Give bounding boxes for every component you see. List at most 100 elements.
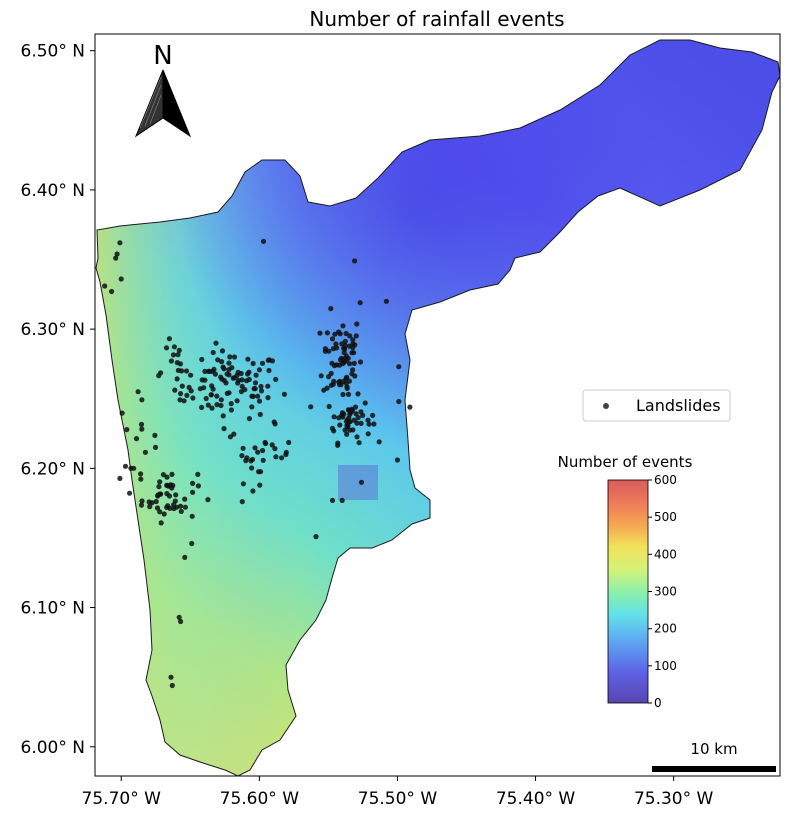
- landslide-point: [345, 391, 352, 397]
- landslide-point: [214, 402, 220, 408]
- landslide-point: [252, 386, 258, 392]
- landslide-point: [351, 360, 357, 366]
- landslide-point: [337, 331, 343, 337]
- landslide-point: [255, 449, 261, 455]
- landslide-point: [352, 404, 359, 410]
- landslide-point: [119, 410, 125, 416]
- landslide-point: [201, 385, 207, 391]
- landslide-point: [219, 348, 226, 354]
- landslide-point: [172, 387, 178, 393]
- scale-bar-label: 10 km: [690, 740, 737, 758]
- landslide-point: [358, 479, 365, 485]
- y-tick-label: 6.00° N: [21, 738, 85, 758]
- landslide-point: [328, 382, 334, 388]
- landslide-point: [169, 471, 175, 477]
- landslide-point: [190, 489, 196, 495]
- landslide-point: [205, 368, 212, 374]
- landslide-point: [317, 330, 323, 336]
- legend-box: [582, 389, 731, 422]
- y-tick-label: 6.10° N: [21, 599, 85, 619]
- landslide-point: [199, 377, 205, 383]
- landslide-point: [164, 491, 170, 497]
- landslide-point: [209, 405, 215, 411]
- landslide-point: [228, 407, 234, 413]
- x-tick-label: 75.50° W: [358, 789, 438, 809]
- landslide-point: [383, 298, 389, 304]
- landslide-point: [210, 349, 216, 356]
- landslide-point: [329, 497, 336, 503]
- landslide-point: [340, 391, 346, 398]
- landslide-point: [231, 354, 238, 360]
- x-tick-label: 75.70° W: [82, 789, 162, 809]
- colorbar-tick-label: 400: [654, 547, 677, 561]
- landslide-point: [260, 238, 267, 244]
- x-tick-label: 75.60° W: [220, 789, 300, 809]
- landslide-point: [366, 421, 372, 427]
- landslide-point: [218, 402, 224, 409]
- landslide-point: [168, 482, 174, 488]
- landslide-point: [156, 373, 162, 379]
- landslide-point: [220, 413, 226, 419]
- landslide-point: [246, 416, 252, 422]
- landslide-point: [118, 276, 124, 282]
- landslide-point: [255, 393, 261, 399]
- landslide-point: [177, 391, 184, 397]
- landslide-point: [174, 360, 180, 366]
- landslide-point: [226, 360, 232, 366]
- landslide-point: [202, 368, 208, 374]
- landslide-point: [178, 508, 184, 514]
- colorbar-tick-label: 500: [654, 510, 677, 524]
- landslide-point: [340, 361, 346, 367]
- landslide-point: [333, 341, 339, 347]
- landslide-point: [176, 347, 182, 353]
- colorbar-tick-label: 100: [654, 659, 677, 673]
- landslide-point: [272, 446, 278, 452]
- landslide-point: [209, 383, 215, 389]
- landslide-point: [166, 336, 172, 342]
- landslide-point: [139, 498, 145, 504]
- landslide-point: [213, 340, 219, 346]
- landslide-point: [262, 439, 268, 446]
- landslide-point: [167, 505, 173, 511]
- landslide-point: [269, 442, 275, 448]
- landslide-point: [341, 345, 347, 351]
- landslide-point: [189, 513, 195, 519]
- landslide-point: [246, 369, 252, 375]
- landslide-point: [279, 455, 285, 461]
- landslide-point: [199, 356, 205, 363]
- landslide-point: [164, 474, 170, 480]
- landslide-point: [190, 480, 196, 486]
- landslide-point: [157, 491, 163, 497]
- landslide-point: [208, 392, 214, 398]
- landslide-point: [181, 398, 187, 404]
- landslide-point: [338, 382, 344, 388]
- landslide-point: [220, 364, 226, 370]
- landslide-point: [258, 383, 264, 390]
- landslide-point: [226, 390, 232, 396]
- landslide-point: [349, 371, 355, 377]
- landslide-point: [332, 331, 338, 337]
- colorbar: Number of events 0 100 200 300 400 500 600: [558, 453, 693, 710]
- landslide-point: [133, 436, 140, 442]
- landslide-point: [182, 554, 188, 561]
- landslide-point: [322, 346, 328, 352]
- landslide-point: [257, 411, 263, 418]
- legend-marker: [603, 403, 609, 409]
- scale-bar: 10 km: [652, 740, 776, 772]
- y-tick-label: 6.40° N: [21, 181, 85, 201]
- colorbar-tick-label: 200: [654, 622, 677, 636]
- landslide-point: [350, 345, 356, 351]
- landslide-point: [365, 417, 371, 423]
- landslide-point: [347, 333, 353, 339]
- landslide-point: [256, 398, 263, 404]
- landslide-point: [172, 498, 178, 504]
- landslide-point: [256, 367, 262, 373]
- landslide-point: [186, 384, 192, 390]
- landslide-point: [243, 458, 249, 464]
- colorbar-ticks: 0 100 200 300 400 500 600: [648, 473, 677, 710]
- landslide-point: [249, 393, 255, 399]
- landslide-point: [168, 674, 174, 680]
- landslide-point: [117, 475, 123, 481]
- landslide-point: [252, 380, 259, 386]
- landslide-point: [249, 404, 255, 410]
